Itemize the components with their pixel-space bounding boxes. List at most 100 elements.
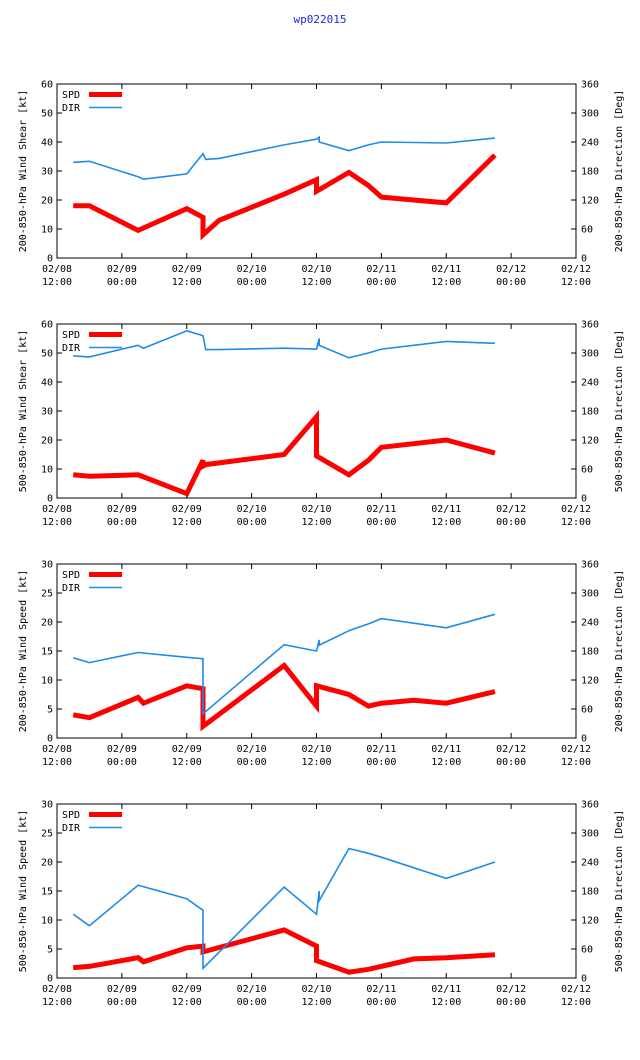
panel2-y2-tick-label: 180 <box>581 407 599 418</box>
panel2-x-tick-label-time: 12:00 <box>431 517 461 528</box>
panel2-x-tick-label-time: 00:00 <box>237 517 267 528</box>
panel2-series-spd-line <box>72 410 496 497</box>
panel4-x-tick-label-date: 02/08 <box>42 984 72 995</box>
panel1-x-tick-label-date: 02/12 <box>561 264 591 275</box>
panel2-series-dir-line <box>73 329 495 359</box>
panel2-y-axis-label: 500-850-hPa Wind Shear [kt] <box>18 330 29 493</box>
panel3-y-tick-label: 30 <box>41 560 53 571</box>
panel1-x-tick-label-date: 02/10 <box>301 264 331 275</box>
panel2-x-tick-label-date: 02/12 <box>496 504 526 515</box>
panel1-legend-label-dir: DIR <box>62 103 81 114</box>
panel1-y-axis-label: 200-850-hPa Wind Shear [kt] <box>18 90 29 253</box>
panel1-y2-tick-label: 0 <box>581 254 587 265</box>
panel1-series-spd-line <box>73 153 497 241</box>
panel4-y-tick-label: 5 <box>47 945 53 956</box>
panel2-legend-label-dir: DIR <box>62 343 81 354</box>
panel4-x-tick-label-time: 12:00 <box>301 997 331 1008</box>
panel2-x-tick-label-date: 02/09 <box>172 504 202 515</box>
panel2-y2-tick-label: 300 <box>581 349 599 360</box>
panel4-x-tick-label-time: 00:00 <box>496 997 526 1008</box>
panel2-x-tick-label-time: 12:00 <box>561 517 591 528</box>
panel2-y-tick-label: 50 <box>41 349 53 360</box>
panel1-x-tick-label-time: 12:00 <box>561 277 591 288</box>
panel4-y2-tick-label: 240 <box>581 858 599 869</box>
panel4-y-tick-label: 10 <box>41 916 53 927</box>
panel3-x-tick-label-date: 02/10 <box>237 744 267 755</box>
panel3-x-tick-label-time: 12:00 <box>561 757 591 768</box>
panel1-x-tick-label-date: 02/12 <box>496 264 526 275</box>
panel2-x-tick-label-time: 12:00 <box>42 517 72 528</box>
panel3-x-tick-label-time: 12:00 <box>42 757 72 768</box>
panel1-x-tick-label-date: 02/11 <box>431 264 461 275</box>
panel1-y-tick-label: 10 <box>41 225 53 236</box>
panel2-y-tick-label: 10 <box>41 465 53 476</box>
panel1-y2-tick-label: 300 <box>581 109 599 120</box>
panel4-y2-tick-label: 120 <box>581 916 599 927</box>
panel1-x-tick-label-date: 02/10 <box>237 264 267 275</box>
panel3-y2-tick-label: 240 <box>581 618 599 629</box>
panel1-x-tick-label-time: 12:00 <box>42 277 72 288</box>
panel2-y-tick-label: 60 <box>41 320 53 331</box>
panel4-x-tick-label-date: 02/09 <box>172 984 202 995</box>
panel4-x-tick-label-time: 00:00 <box>366 997 396 1008</box>
panel1-x-tick-label-date: 02/08 <box>42 264 72 275</box>
panel1-y2-tick-label: 60 <box>581 225 593 236</box>
panel1-x-tick-label-time: 00:00 <box>107 277 137 288</box>
panel3-y2-tick-label: 120 <box>581 676 599 687</box>
panel2-x-tick-label-time: 00:00 <box>366 517 396 528</box>
panel3-y-axis-label: 200-850-hPa Wind Speed [kt] <box>18 570 29 733</box>
panel3-y2-tick-label: 60 <box>581 705 593 716</box>
panel4-y2-tick-label: 360 <box>581 800 599 811</box>
panel1-x-tick-label-time: 00:00 <box>496 277 526 288</box>
panel2-y2-tick-label: 60 <box>581 465 593 476</box>
panel1-y-tick-label: 0 <box>47 254 53 265</box>
panel2-y2-tick-label: 360 <box>581 320 599 331</box>
panel1-y2-tick-label: 240 <box>581 138 599 149</box>
panel4-x-tick-label-time: 12:00 <box>561 997 591 1008</box>
panel3-x-tick-label-time: 00:00 <box>237 757 267 768</box>
panel4-y-tick-label: 20 <box>41 858 53 869</box>
panel1-x-tick-label-time: 12:00 <box>301 277 331 288</box>
panel3-x-tick-label-time: 12:00 <box>431 757 461 768</box>
panel1-y2-tick-label: 180 <box>581 167 599 178</box>
panel4-x-tick-label-time: 12:00 <box>172 997 202 1008</box>
panel4-x-tick-label-date: 02/11 <box>431 984 461 995</box>
panel1-y2-tick-label: 120 <box>581 196 599 207</box>
panel3-x-tick-label-time: 00:00 <box>366 757 396 768</box>
panel3-y2-tick-label: 300 <box>581 589 599 600</box>
panel3-y-tick-label: 20 <box>41 618 53 629</box>
panel4-series-spd-line <box>73 927 496 975</box>
panel2-plot-frame <box>56 323 577 499</box>
panel1-y-tick-label: 60 <box>41 80 53 91</box>
panel1-x-tick-label-date: 02/09 <box>172 264 202 275</box>
panel2-y-tick-label: 40 <box>41 378 53 389</box>
panel4-x-tick-label-date: 02/09 <box>107 984 137 995</box>
panel2-x-tick-label-date: 02/10 <box>237 504 267 515</box>
panel2-x-tick-label-time: 12:00 <box>301 517 331 528</box>
panel3-x-tick-label-date: 02/08 <box>42 744 72 755</box>
panel3-x-tick-label-date: 02/10 <box>301 744 331 755</box>
panel1-x-tick-label-date: 02/09 <box>107 264 137 275</box>
panel4-series-dir-line <box>72 847 496 971</box>
panel2-y2-axis-label: 500-850-hPa Direction [Deg] <box>614 330 625 493</box>
panel2-x-tick-label-date: 02/08 <box>42 504 72 515</box>
panel3-x-tick-label-time: 00:00 <box>496 757 526 768</box>
panel4-y-tick-label: 15 <box>41 887 53 898</box>
panel4-y2-tick-label: 60 <box>581 945 593 956</box>
panel2-x-tick-label-time: 00:00 <box>107 517 137 528</box>
chart-title: wp022015 <box>293 13 347 26</box>
panel1-y-tick-label: 30 <box>41 167 53 178</box>
panel2-x-tick-label-date: 02/09 <box>107 504 137 515</box>
panel2-y-tick-label: 30 <box>41 407 53 418</box>
panel2-y2-tick-label: 0 <box>581 494 587 505</box>
panel4-legend-label-spd: SPD <box>62 810 80 821</box>
panel3-y-tick-label: 5 <box>47 705 53 716</box>
panel1-y2-tick-label: 360 <box>581 80 599 91</box>
panel2-x-tick-label-date: 02/11 <box>366 504 396 515</box>
panel1-y-tick-label: 40 <box>41 138 53 149</box>
panel2-y-tick-label: 0 <box>47 494 53 505</box>
panel1-x-tick-label-time: 00:00 <box>366 277 396 288</box>
panel1-y-tick-label: 50 <box>41 109 53 120</box>
panel1-plot-frame <box>56 83 577 259</box>
